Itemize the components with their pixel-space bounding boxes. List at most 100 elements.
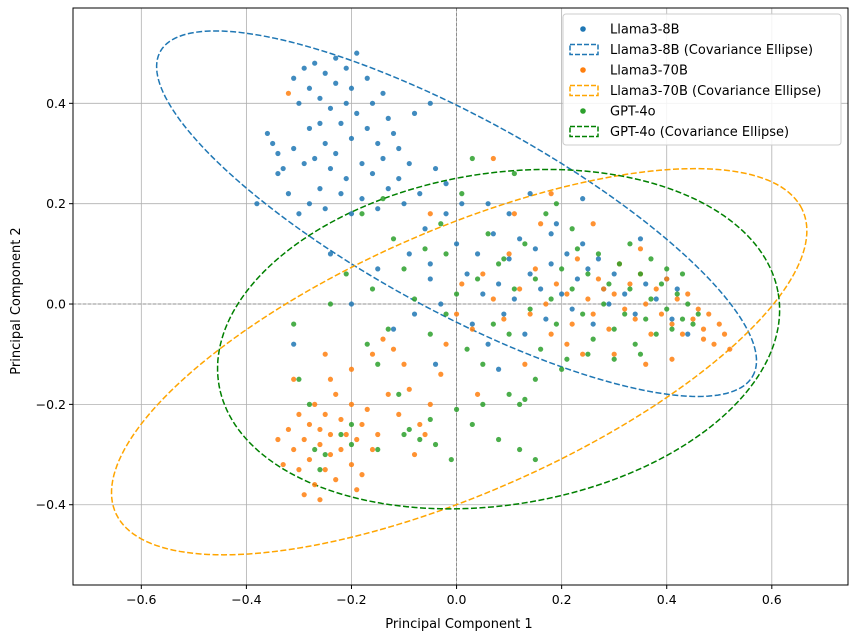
llama3-8b-point [327,105,334,111]
llama3-70b-point [700,336,707,342]
gpt-4o-point [348,421,355,428]
llama3-8b-point [291,145,297,152]
gpt-4o-point [338,431,344,438]
gpt-4o-point [622,311,628,317]
llama3-70b-point [538,221,544,227]
llama3-8b-point [380,90,386,96]
llama3-70b-point [564,341,570,347]
llama3-8b-point [354,110,360,116]
gpt-4o-point [522,396,528,402]
llama3-70b-point [285,90,292,96]
llama3-70b-point [364,406,370,412]
llama3-8b-point [359,160,365,167]
gpt-4o-point [443,311,449,317]
llama3-70b-point [327,376,334,382]
llama3-8b-point [385,186,391,192]
llama3-8b-point [459,201,465,207]
llama3-8b-point [464,271,470,277]
llama3-8b-point [338,120,344,126]
y-tick-label: −0.2 [36,397,66,412]
llama3-8b-point [411,110,418,116]
llama3-8b-point [369,170,376,177]
llama3-8b-point [685,331,691,337]
llama3-70b-point [622,306,628,312]
llama3-8b-point [611,271,617,277]
llama3-70b-point [438,371,444,377]
llama3-70b-point [627,281,633,287]
llama3-8b-point [275,170,281,177]
llama3-70b-point [411,451,418,458]
llama3-8b-point [375,206,381,212]
llama3-8b-point [291,341,297,347]
llama3-8b-point [354,50,360,56]
llama3-70b-point [469,326,475,332]
llama3-8b-point [333,55,339,61]
llama3-8b-point [511,296,517,302]
llama3-8b-point [369,100,376,106]
llama3-8b-point [364,125,370,132]
llama3-70b-point [511,211,517,217]
llama3-8b-point [427,100,433,106]
llama3-70b-point [306,421,313,428]
llama3-70b-point [548,191,554,197]
llama3-70b-point [338,416,344,423]
llama3-8b-point [291,75,297,81]
llama3-70b-point [359,421,365,428]
llama3-8b-point [254,201,260,207]
gpt-4o-point [443,251,449,257]
gpt-4o-point [653,331,659,337]
llama3-70b-point [590,311,596,317]
llama3-8b-point [443,211,449,217]
llama3-70b-point [522,361,528,367]
llama3-70b-point [643,301,649,307]
gpt-4o-point [306,401,313,407]
gpt-4o-point [585,271,591,277]
gpt-4o-point [569,226,575,232]
llama3-8b-point [364,75,370,81]
llama3-70b-point [312,482,318,488]
llama3-8b-point [548,231,554,237]
llama3-70b-point [359,472,365,478]
gpt-4o-point [559,266,565,272]
llama3-8b-point [280,165,286,172]
gpt-4o-point [569,286,575,292]
gpt-4o-point [501,256,507,262]
llama3-8b-point [432,165,439,172]
llama3-8b-point [469,321,475,327]
gpt-4o-point [538,346,544,352]
llama3-70b-point [574,256,581,262]
gpt-4o-point [527,306,533,312]
llama3-8b-point [574,276,581,282]
llama3-70b-point [348,401,355,407]
llama3-70b-point [548,331,554,337]
llama3-8b-point [543,316,549,322]
llama3-70b-point [606,326,612,332]
llama3-8b-point [396,145,402,152]
llama3-70b-point [354,436,360,443]
llama3-8b-point [527,271,533,277]
gpt-4o-point [322,451,328,458]
llama3-8b-point [517,236,523,242]
gpt-4o-point [564,356,570,362]
llama3-8b-ellipse-legend-label: Llama3-8B (Covariance Ellipse) [610,43,813,58]
llama3-8b-point [485,201,491,207]
gpt-4o-covariance-ellipse [216,168,781,510]
llama3-8b-point [637,236,644,242]
llama3-8b-point [390,130,397,137]
gpt-4o-point [369,286,376,292]
llama3-70b-point [317,441,323,448]
llama3-8b-point [264,130,271,137]
llama3-70b-point [417,421,423,428]
llama3-8b-point [432,361,439,367]
llama3-8b-point [327,165,334,172]
llama3-70b-ellipse-legend-label: Llama3-70B (Covariance Ellipse) [610,84,821,99]
gpt-4o-point [343,271,349,277]
llama3-8b-point [333,80,339,86]
llama3-70b-point [459,281,465,287]
gpt-4o-point [469,155,475,162]
gpt-4o-point [595,251,602,257]
llama3-8b-point [622,291,628,297]
llama3-70b-point [291,446,297,453]
x-tick-label: −0.2 [336,592,366,607]
